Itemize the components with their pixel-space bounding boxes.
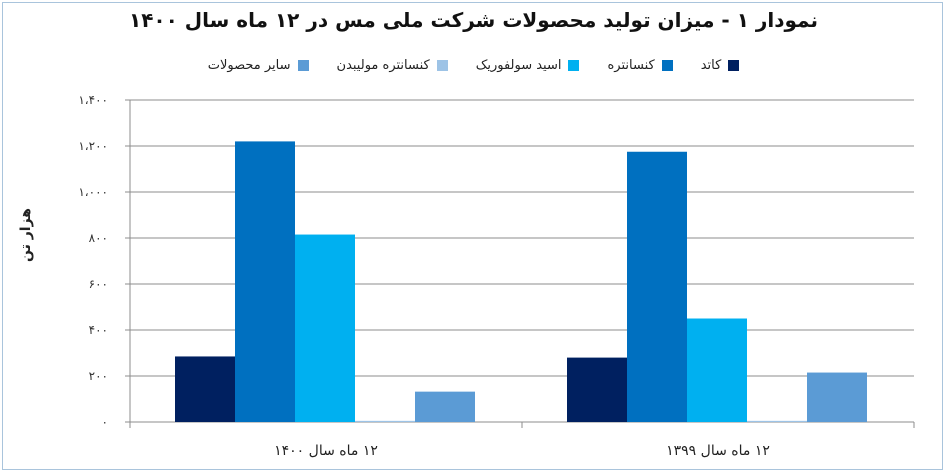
legend-item-other-products: سایر محصولات — [208, 58, 309, 73]
y-tick-label: ۱،۲۰۰ — [78, 139, 108, 153]
legend-swatch-sulfuric-acid — [568, 60, 580, 71]
x-category-label: ۱۲ ماه سال ۱۴۰۰ — [274, 443, 378, 459]
bar — [747, 420, 807, 422]
legend-swatch-other-products — [297, 60, 309, 71]
bar — [567, 357, 627, 422]
y-axis-label: هزار تن — [18, 208, 34, 262]
legend-label-concentrate: کنسانتره — [607, 58, 655, 73]
bar — [687, 318, 747, 422]
x-category-label: ۱۲ ماه سال ۱۳۹۹ — [666, 443, 770, 459]
bar — [295, 234, 355, 422]
bar — [415, 391, 475, 422]
bar — [807, 372, 867, 422]
legend-label-molybdenum-concentrate: کنسانتره مولیبدن — [336, 58, 430, 73]
legend-label-cathode: کاتد — [700, 58, 722, 73]
chart-legend: کاتد کنسانتره اسید سولفوریک کنسانتره مول… — [0, 58, 947, 73]
legend-item-sulfuric-acid: اسید سولفوریک — [476, 58, 580, 73]
legend-label-other-products: سایر محصولات — [207, 58, 291, 73]
bar — [627, 151, 687, 422]
y-tick-label: ۶۰۰ — [89, 277, 108, 291]
legend-swatch-cathode — [728, 60, 740, 71]
y-tick-label: ۴۰۰ — [89, 323, 108, 337]
y-tick-label: ۱،۰۰۰ — [78, 185, 108, 199]
legend-item-molybdenum-concentrate: کنسانتره مولیبدن — [337, 58, 448, 73]
bar — [355, 420, 415, 422]
legend-item-cathode: کاتد — [701, 58, 740, 73]
chart-title: نمودار ۱ - میزان تولید محصولات شرکت ملی … — [129, 8, 818, 32]
y-tick-label: ۰ — [102, 415, 108, 429]
y-tick-label: ۱،۴۰۰ — [78, 93, 108, 107]
bar — [235, 141, 295, 422]
legend-swatch-molybdenum-concentrate — [436, 60, 448, 71]
bar — [175, 356, 235, 422]
y-tick-label: ۲۰۰ — [89, 369, 108, 383]
y-tick-label: ۸۰۰ — [89, 231, 108, 245]
legend-label-sulfuric-acid: اسید سولفوریک — [475, 58, 562, 73]
legend-item-concentrate: کنسانتره — [607, 58, 673, 73]
legend-swatch-concentrate — [661, 60, 673, 71]
